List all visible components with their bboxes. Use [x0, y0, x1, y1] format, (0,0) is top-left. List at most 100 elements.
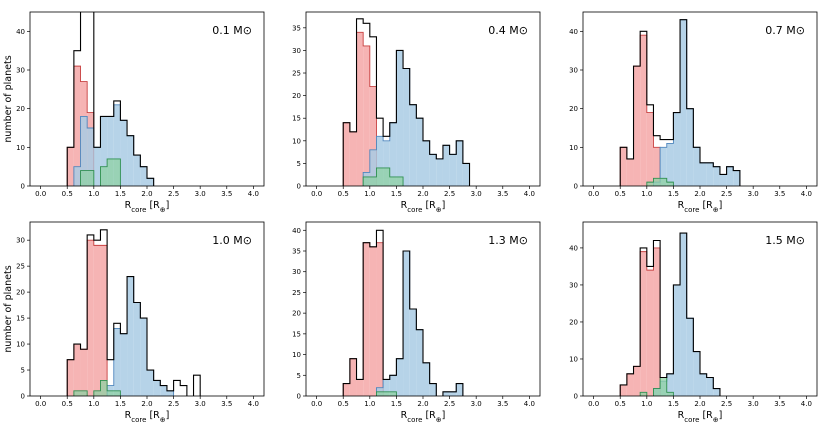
x-tick-label: 0.5: [62, 190, 73, 198]
green-outline: [73, 379, 121, 396]
x-tick-label: 0.5: [62, 400, 73, 408]
x-axis-label-part: R: [401, 410, 408, 421]
blue-bar-17: [429, 154, 437, 186]
x-axis-label-part: ⊕: [436, 206, 442, 214]
x-axis-label-part: R: [678, 410, 685, 421]
x-axis-label-part: ]: [166, 200, 170, 211]
x-tick-label: 3.5: [497, 400, 508, 408]
x-tick-label: 2.0: [141, 190, 152, 198]
blue-bar-20: [449, 391, 457, 396]
blue-bar-16: [700, 373, 707, 396]
blue-bar-18: [713, 388, 720, 396]
y-tick-label: 15: [16, 315, 25, 323]
green-outline: [376, 391, 397, 396]
blue-bar-18: [436, 158, 443, 186]
red-bar-9: [653, 147, 661, 186]
blue-bar-15: [693, 351, 700, 396]
blue-bar-16: [423, 140, 430, 186]
y-tick-label: 10: [292, 351, 301, 359]
blue-bar-11: [666, 143, 674, 186]
total-outline: [342, 229, 464, 396]
blue-bar-10: [107, 116, 114, 186]
x-tick-label: 4.0: [248, 400, 259, 408]
y-tick-label: 0: [21, 183, 25, 191]
blue-bar-14: [133, 302, 141, 396]
x-axis-label-part: ]: [166, 410, 170, 421]
green-bar-8: [369, 176, 377, 186]
blue-bar-14: [133, 155, 141, 186]
red-bar-7: [87, 240, 94, 396]
blue-bar-7: [87, 128, 94, 186]
blue-bar-19: [719, 174, 727, 186]
panel-title: 0.7 M⊙: [765, 24, 805, 37]
y-tick-label: 0: [574, 393, 578, 401]
blue-bar-22: [462, 163, 470, 186]
x-axis-label-part: core: [684, 206, 699, 214]
y-tick-label: 10: [16, 341, 25, 349]
x-tick-label: 0.0: [311, 400, 322, 408]
x-tick-label: 2.5: [721, 190, 732, 198]
x-tick-label: 4.0: [248, 190, 259, 198]
x-tick-label: 0.0: [311, 190, 322, 198]
x-axis-label-part: R: [401, 200, 408, 211]
green-bar-11: [666, 182, 674, 186]
blue-bar-21: [733, 170, 740, 186]
y-tick-label: 10: [292, 137, 301, 145]
y-tick-label: 35: [292, 248, 301, 256]
y-tick-label: 25: [16, 263, 25, 271]
y-tick-label: 30: [16, 67, 25, 75]
blue-bar-9: [100, 116, 108, 186]
red-bar-4: [343, 383, 350, 396]
red-bar-6: [80, 349, 88, 396]
x-axis-label: Rcore [R⊕]: [125, 410, 170, 424]
green-bar-11: [113, 158, 121, 186]
blue-bar-8: [93, 147, 101, 186]
x-tick-label: 2.5: [168, 190, 179, 198]
y-tick-label: 0: [574, 183, 578, 191]
blue-bar-15: [140, 318, 147, 396]
blue-bar-13: [680, 233, 687, 396]
x-tick-label: 2.5: [444, 190, 455, 198]
red-bar-6: [633, 366, 641, 396]
panel-5: 0.0 0.5 1.0 1.5 2.0 2.5 3.0 3.5 4.0 0 5 10 15 20 25 30 3…: [292, 221, 541, 424]
x-axis-label-part: ]: [442, 410, 446, 421]
red-bar-9: [100, 245, 108, 396]
x-tick-label: 2.0: [694, 190, 705, 198]
x-tick-label: 3.5: [497, 190, 508, 198]
blue-bar-10: [383, 379, 390, 396]
green-bar-8: [646, 182, 654, 186]
x-axis-label: Rcore [R⊕]: [401, 410, 446, 424]
blue-bar-13: [127, 135, 134, 186]
blue-bar-17: [429, 383, 437, 396]
x-tick-label: 1.5: [668, 190, 679, 198]
blue-bar-16: [700, 162, 707, 186]
total-outline: [342, 18, 471, 186]
blue-bar-19: [442, 145, 450, 186]
blue-bar-15: [140, 166, 147, 186]
axes-frame: [29, 11, 265, 187]
blue-bar-18: [160, 385, 167, 396]
x-tick-label: 3.0: [195, 190, 206, 198]
y-tick-label: 20: [569, 318, 578, 326]
blue-bar-16: [147, 370, 154, 396]
y-tick-label: 40: [292, 227, 301, 235]
x-tick-label: 1.5: [668, 400, 679, 408]
blue-bar-11: [113, 328, 121, 396]
y-tick-label: 5: [21, 367, 25, 375]
green-bar-10: [660, 178, 667, 186]
y-tick-label: 20: [292, 92, 301, 100]
y-tick-label: 20: [16, 105, 25, 113]
y-tick-label: 5: [297, 372, 301, 380]
green-outline: [362, 167, 404, 186]
blue-bar-17: [706, 162, 714, 186]
x-axis-label-part: [R: [146, 200, 160, 211]
blue-bar-16: [147, 178, 154, 186]
x-axis-label-part: ]: [442, 200, 446, 211]
panel-6: 0.0 0.5 1.0 1.5 2.0 2.5 3.0 3.5 4.0 0 10 20 30 40 1.5 …: [569, 221, 818, 424]
green-bar-9: [653, 178, 661, 186]
y-tick-label: 15: [292, 330, 301, 338]
green-bar-10: [660, 377, 667, 396]
x-axis-label-part: core: [407, 206, 422, 214]
x-tick-label: 1.5: [115, 400, 126, 408]
green-bar-11: [113, 390, 121, 396]
